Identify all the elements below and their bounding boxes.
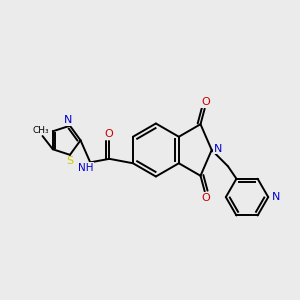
Text: NH: NH xyxy=(78,163,94,173)
Text: O: O xyxy=(104,129,113,140)
Text: O: O xyxy=(201,193,210,203)
Text: O: O xyxy=(201,97,210,107)
Text: CH₃: CH₃ xyxy=(33,126,50,135)
Text: N: N xyxy=(272,192,280,202)
Text: S: S xyxy=(66,156,74,166)
Text: N: N xyxy=(214,144,222,154)
Text: N: N xyxy=(63,116,72,125)
